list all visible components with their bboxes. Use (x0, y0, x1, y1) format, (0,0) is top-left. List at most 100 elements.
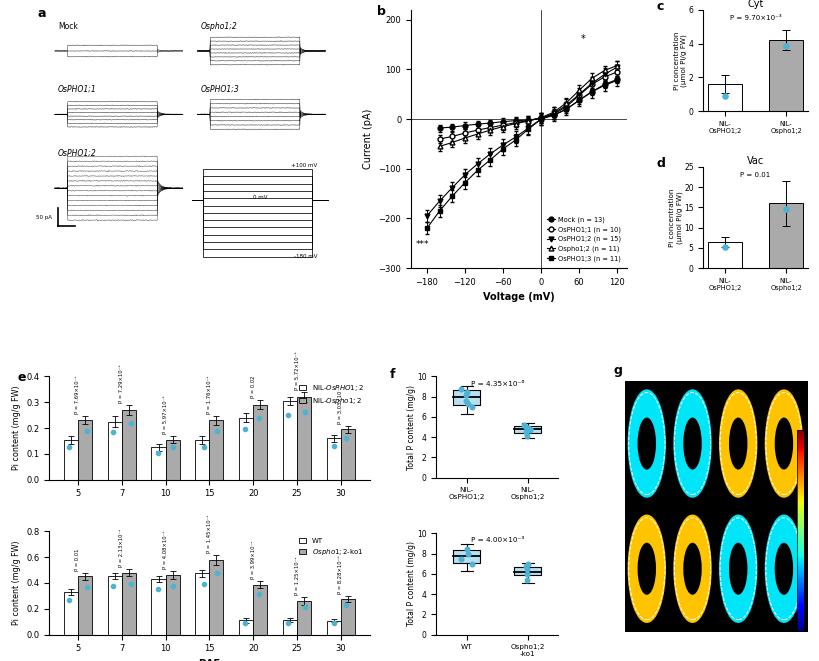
Ellipse shape (719, 391, 756, 496)
Point (152, 448, 165, 459)
Ellipse shape (679, 408, 704, 479)
Text: P = 3.99×10⁻⁴: P = 3.99×10⁻⁴ (251, 541, 256, 579)
Point (519, 568, 532, 579)
Legend: Mock (n = 13), OsPHO1;1 (n = 10), OsPHO1;2 (n = 15), Ospho1;2 (n = 11), OsPHO1;3: Mock (n = 13), OsPHO1;1 (n = 10), OsPHO1… (544, 214, 622, 264)
Ellipse shape (781, 561, 785, 576)
Text: P = 4.08×10⁻³: P = 4.08×10⁻³ (163, 531, 168, 569)
Ellipse shape (731, 426, 744, 461)
Point (779, 204, 792, 215)
Text: b: b (376, 5, 385, 18)
Ellipse shape (687, 430, 696, 457)
Ellipse shape (677, 528, 706, 609)
Point (124, 417, 138, 428)
Ellipse shape (673, 516, 710, 621)
Text: P = 7.29×10⁻⁵: P = 7.29×10⁻⁵ (119, 365, 124, 403)
Ellipse shape (686, 553, 697, 584)
Ellipse shape (679, 534, 704, 603)
Ellipse shape (687, 555, 696, 582)
Ellipse shape (776, 422, 790, 465)
Text: OsPHO1;3: OsPHO1;3 (200, 85, 239, 94)
Text: f: f (390, 368, 395, 381)
Ellipse shape (736, 565, 739, 572)
Point (519, 574, 532, 585)
Ellipse shape (727, 414, 748, 473)
Ellipse shape (725, 534, 749, 603)
Ellipse shape (771, 534, 795, 603)
Ellipse shape (774, 543, 792, 594)
Point (459, 395, 472, 406)
Ellipse shape (675, 522, 708, 615)
Text: P = 9.70×10⁻³: P = 9.70×10⁻³ (729, 15, 781, 21)
Text: P = 0.01: P = 0.01 (740, 172, 770, 178)
Text: d: d (655, 157, 664, 170)
Ellipse shape (728, 418, 746, 469)
Bar (78, 420, 92, 480)
Ellipse shape (639, 422, 654, 465)
Bar (622, 506, 670, 632)
Ellipse shape (733, 557, 741, 580)
Text: WT: WT (664, 504, 676, 510)
Ellipse shape (684, 422, 699, 465)
Bar (107, 422, 121, 480)
Ellipse shape (641, 555, 651, 582)
Ellipse shape (723, 528, 752, 609)
Point (518, 427, 532, 438)
Bar (195, 440, 209, 480)
Ellipse shape (687, 432, 696, 455)
Point (461, 548, 474, 559)
Ellipse shape (629, 395, 663, 492)
Bar (759, 381, 807, 506)
Ellipse shape (683, 543, 700, 594)
Ellipse shape (637, 418, 655, 469)
Point (460, 386, 473, 397)
Ellipse shape (782, 566, 784, 570)
Ellipse shape (775, 420, 791, 467)
Y-axis label: Pi concentration
(μmol Pi/g FW): Pi concentration (μmol Pi/g FW) (673, 31, 686, 90)
Bar (195, 573, 209, 635)
Text: P = 4.35×10⁻⁶: P = 4.35×10⁻⁶ (470, 381, 523, 387)
Ellipse shape (631, 403, 660, 485)
Ellipse shape (635, 410, 658, 477)
Ellipse shape (765, 518, 801, 619)
Ellipse shape (736, 442, 738, 446)
Point (517, 420, 530, 430)
Point (152, 584, 165, 594)
Ellipse shape (727, 539, 748, 598)
Title: Cyt: Cyt (746, 0, 762, 9)
Ellipse shape (771, 408, 795, 479)
Ellipse shape (645, 566, 647, 570)
Point (520, 431, 533, 442)
Ellipse shape (681, 538, 703, 600)
Ellipse shape (675, 520, 708, 617)
Text: Mock: Mock (57, 22, 78, 30)
Ellipse shape (682, 541, 701, 596)
Ellipse shape (771, 410, 794, 477)
Bar (121, 572, 135, 635)
Ellipse shape (724, 407, 750, 481)
Ellipse shape (774, 543, 792, 595)
Ellipse shape (631, 526, 661, 611)
Ellipse shape (725, 408, 749, 479)
Ellipse shape (641, 430, 651, 457)
Point (519, 422, 532, 432)
Ellipse shape (722, 401, 753, 486)
Bar (341, 599, 355, 635)
Ellipse shape (718, 389, 757, 498)
Point (197, 442, 210, 452)
Point (80, 426, 93, 436)
Ellipse shape (679, 407, 704, 481)
Ellipse shape (642, 432, 650, 455)
Ellipse shape (628, 393, 664, 494)
Ellipse shape (640, 428, 651, 459)
Y-axis label: Pi concentration
(μmol Pi/g FW): Pi concentration (μmol Pi/g FW) (668, 188, 681, 247)
Ellipse shape (678, 405, 705, 483)
Ellipse shape (645, 440, 647, 447)
Ellipse shape (720, 520, 754, 617)
Bar (64, 440, 78, 480)
Ellipse shape (766, 395, 800, 492)
Text: Ospho1;2: Ospho1;2 (200, 22, 237, 30)
Ellipse shape (686, 428, 697, 459)
Ellipse shape (722, 526, 753, 611)
Ellipse shape (633, 532, 659, 605)
Bar (341, 430, 355, 480)
